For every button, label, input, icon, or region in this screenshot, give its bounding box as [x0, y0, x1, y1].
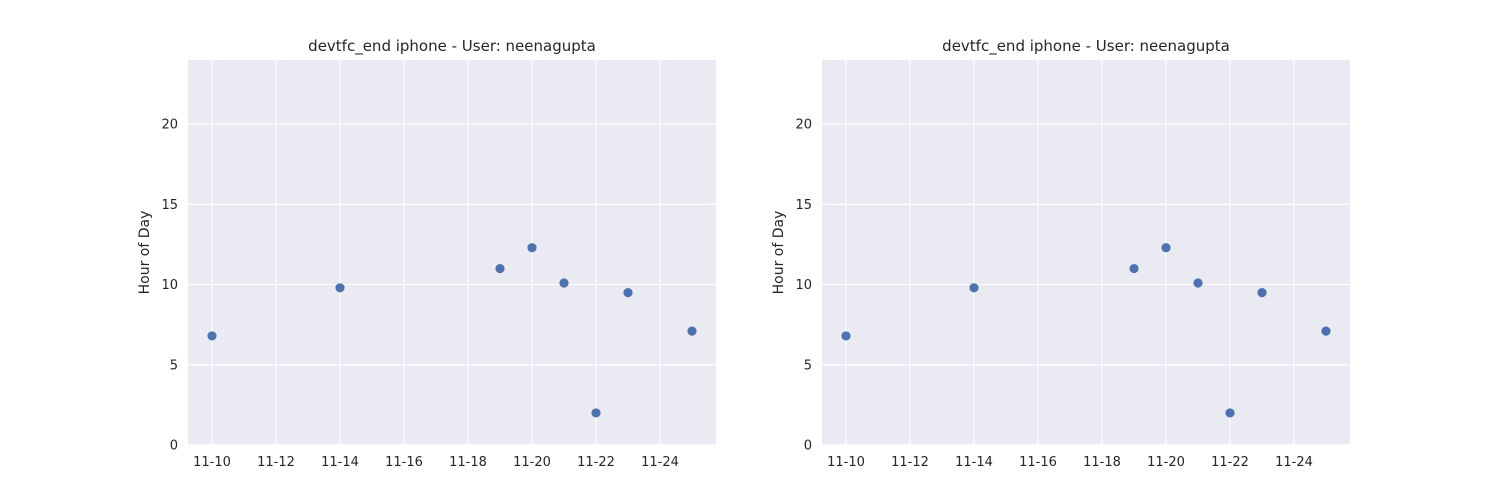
data-point: [1193, 278, 1203, 288]
grid-lines: [188, 60, 716, 446]
x-tick-label: 11-24: [641, 455, 679, 470]
x-tick-label: 11-22: [577, 455, 615, 470]
x-tick-label: 11-22: [1211, 455, 1249, 470]
chart-title: devtfc_end iphone - User: neenagupta: [942, 37, 1230, 56]
x-tick-label: 11-14: [321, 455, 359, 470]
data-point: [687, 326, 697, 336]
data-point: [969, 283, 979, 293]
grid-lines: [822, 60, 1350, 446]
data-point: [1129, 263, 1139, 274]
data-point: [1257, 288, 1267, 298]
y-tick-label: 15: [161, 198, 178, 213]
data-point: [1321, 326, 1331, 336]
data-point: [1161, 243, 1171, 253]
y-axis-ticks: 0 5 10 15 20: [161, 118, 178, 454]
data-point: [1225, 408, 1235, 418]
y-axis-label: Hour of Day: [771, 211, 787, 295]
plot-area: [822, 60, 1350, 445]
x-axis-ticks: 11-10 11-12 11-14 11-16 11-18 11-20 11-22 11-24: [193, 455, 679, 470]
x-tick-label: 11-12: [891, 455, 929, 470]
y-axis-label: Hour of Day: [137, 211, 153, 295]
x-tick-label: 11-10: [193, 455, 231, 470]
x-tick-label: 11-14: [955, 455, 993, 470]
data-point: [335, 283, 345, 293]
y-tick-label: 15: [795, 198, 812, 213]
y-tick-label: 0: [804, 439, 812, 454]
y-tick-label: 20: [795, 118, 812, 133]
y-axis-ticks: 0 5 10 15 20: [795, 118, 812, 454]
data-point: [495, 263, 505, 274]
x-tick-label: 11-18: [449, 455, 487, 470]
data-point: [207, 331, 217, 341]
x-tick-label: 11-20: [1147, 455, 1185, 470]
x-tick-label: 11-16: [385, 455, 423, 470]
x-tick-label: 11-12: [257, 455, 295, 470]
x-tick-label: 11-20: [513, 455, 551, 470]
y-tick-label: 10: [161, 278, 178, 293]
x-axis-ticks: 11-10 11-12 11-14 11-16 11-18 11-20 11-22 11-24: [827, 455, 1313, 470]
data-points: [841, 243, 1331, 418]
data-point: [623, 288, 633, 298]
chart-panel-left: 11-10 11-12 11-14 11-16 11-18 11-20 11-22 11-24…: [137, 37, 716, 470]
data-point: [841, 331, 851, 341]
chart-title: devtfc_end iphone - User: neenagupta: [308, 37, 596, 56]
x-tick-label: 11-16: [1019, 455, 1057, 470]
y-tick-label: 5: [170, 358, 178, 373]
data-point: [527, 243, 537, 253]
y-tick-label: 20: [161, 118, 178, 133]
plot-area: [188, 60, 716, 445]
x-tick-label: 11-18: [1083, 455, 1121, 470]
data-point: [591, 408, 601, 418]
chart-panel-right: 11-10 11-12 11-14 11-16 11-18 11-20 11-22 11-24…: [771, 37, 1350, 470]
data-points: [207, 243, 697, 418]
data-point: [559, 278, 569, 288]
x-tick-label: 11-24: [1275, 455, 1313, 470]
x-tick-label: 11-10: [827, 455, 865, 470]
y-tick-label: 10: [795, 278, 812, 293]
y-tick-label: 0: [170, 439, 178, 454]
y-tick-label: 5: [804, 358, 812, 373]
